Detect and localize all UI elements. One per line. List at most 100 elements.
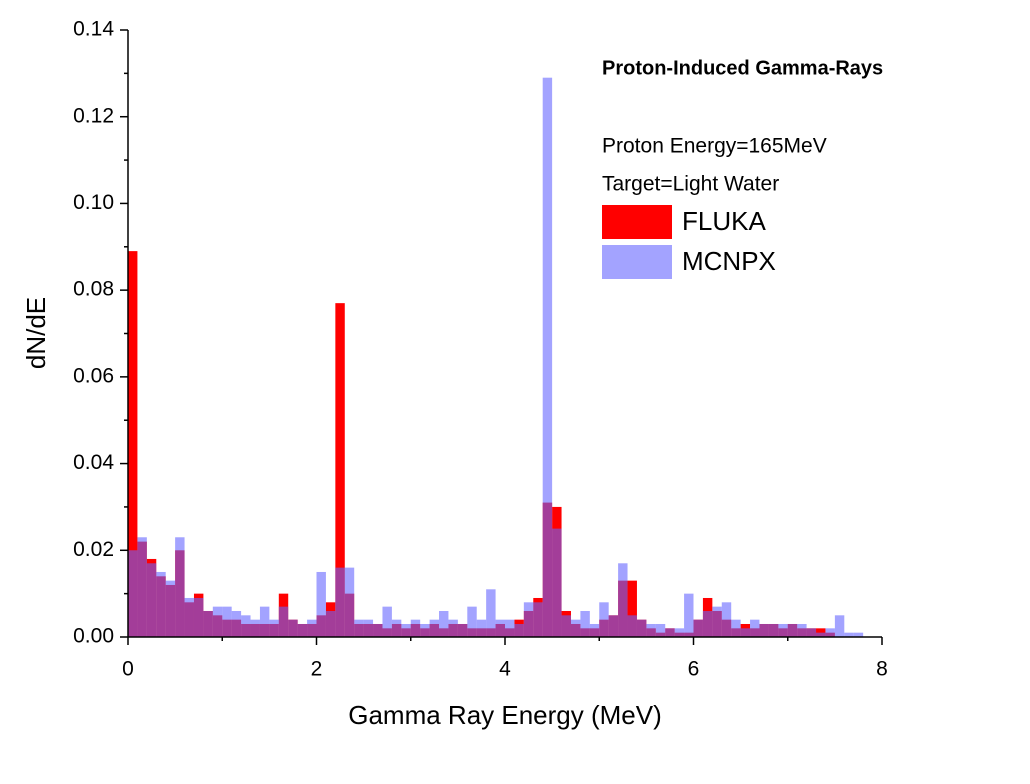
bar — [439, 610, 449, 637]
bar — [853, 632, 864, 637]
bar — [797, 623, 807, 637]
bar — [646, 623, 656, 637]
bar — [184, 597, 194, 637]
bar — [759, 623, 769, 637]
annotation: Target=Light Water — [602, 173, 779, 196]
bar — [768, 623, 779, 637]
bar — [514, 623, 524, 637]
bar — [156, 571, 166, 637]
bar — [241, 615, 251, 637]
bar — [335, 303, 345, 637]
bar — [420, 623, 430, 637]
bar — [684, 593, 694, 637]
bar — [467, 606, 477, 637]
y-tick-label: 0.00 — [73, 625, 114, 648]
bar — [165, 580, 176, 637]
bar — [655, 623, 666, 637]
y-tick-label: 0.12 — [73, 104, 114, 127]
x-tick-label: 8 — [876, 658, 888, 681]
bar — [542, 77, 553, 637]
bar — [561, 615, 571, 637]
bar — [297, 623, 308, 637]
bar — [175, 537, 185, 637]
bar — [778, 623, 788, 637]
bar — [410, 619, 421, 637]
bar — [476, 619, 487, 637]
bar — [712, 606, 722, 637]
y-tick-label: 0.10 — [73, 191, 114, 214]
y-tick-label: 0.06 — [73, 364, 114, 387]
bar — [316, 571, 326, 637]
bar — [137, 537, 147, 637]
bar — [674, 628, 685, 637]
bar — [278, 606, 289, 637]
bar — [222, 606, 232, 637]
bar — [212, 606, 223, 637]
bar — [844, 632, 854, 637]
bar — [665, 628, 675, 637]
bar — [608, 615, 619, 637]
bar — [373, 623, 383, 637]
bar — [816, 632, 826, 637]
bar — [731, 619, 741, 637]
bar — [391, 619, 402, 637]
bar — [354, 619, 364, 637]
x-tick-label: 4 — [499, 658, 511, 681]
bar — [325, 610, 336, 637]
bar — [335, 567, 345, 637]
bar — [533, 602, 543, 637]
bar — [128, 550, 138, 637]
y-tick-label: 0.04 — [73, 451, 114, 474]
bar — [740, 628, 751, 637]
bar — [825, 628, 835, 637]
bar — [806, 628, 817, 637]
bar — [448, 619, 458, 637]
bar — [486, 589, 496, 637]
bar — [259, 606, 270, 637]
annotation: Proton Energy=165MeV — [602, 135, 827, 158]
y-tick-label: 0.02 — [73, 538, 114, 561]
chart-title: Proton-Induced Gamma-Rays — [602, 57, 883, 79]
bar — [693, 619, 703, 637]
bar — [288, 619, 298, 637]
bar — [702, 610, 713, 637]
x-tick-label: 0 — [122, 658, 134, 681]
x-tick-label: 2 — [311, 658, 323, 681]
bar — [552, 528, 562, 637]
bar — [307, 619, 317, 637]
bar — [627, 580, 637, 637]
bar — [618, 563, 628, 637]
bar — [250, 619, 260, 637]
bar — [505, 619, 515, 637]
bar — [721, 602, 732, 637]
bar — [344, 567, 355, 637]
bar — [382, 606, 392, 637]
bar — [636, 619, 647, 637]
bar — [231, 610, 242, 637]
bar — [599, 602, 609, 637]
bar — [834, 615, 845, 637]
bar — [363, 619, 374, 637]
y-tick-label: 0.14 — [73, 18, 114, 41]
bar — [787, 623, 798, 637]
bar — [589, 623, 600, 637]
bar — [523, 602, 534, 637]
bar — [269, 619, 279, 637]
legend-swatch — [602, 245, 672, 279]
bar — [401, 623, 411, 637]
bar — [750, 619, 760, 637]
bar — [580, 610, 590, 637]
bar — [203, 610, 213, 637]
legend-label: MCNPX — [682, 246, 776, 276]
y-axis-label: dN/dE — [21, 297, 51, 369]
bar — [495, 619, 505, 637]
bar — [193, 597, 204, 637]
legend-label: FLUKA — [682, 206, 766, 236]
legend-swatch — [602, 205, 672, 239]
bar — [429, 619, 440, 637]
bar — [128, 251, 138, 637]
y-tick-label: 0.08 — [73, 278, 114, 301]
bar — [146, 563, 157, 637]
x-axis-label: Gamma Ray Energy (MeV) — [348, 700, 662, 730]
